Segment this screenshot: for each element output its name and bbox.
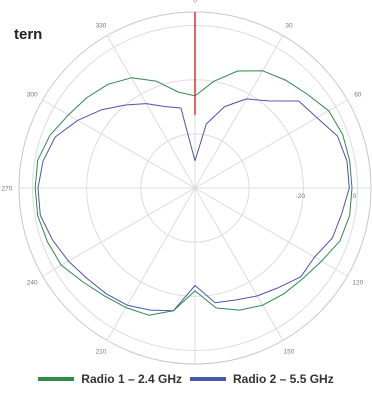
radial-tick-label: -20 [296,193,306,200]
spoke-line [194,187,284,341]
spoke-line [106,35,196,189]
angle-tick-label: 240 [27,280,38,287]
legend-label-radio-2: Radio 2 – 5.5 GHz [233,372,334,386]
spoke-line [106,187,196,341]
spoke-line [42,187,196,277]
legend-swatch-radio-1 [38,377,75,381]
spoke-line [42,99,196,189]
legend-item-radio-2: Radio 2 – 5.5 GHz [190,372,334,386]
radial-tick-label: 0 [353,193,357,200]
angle-tick-label: 150 [284,348,295,355]
legend-label-radio-1: Radio 1 – 2.4 GHz [81,372,182,386]
spoke-line [194,35,284,189]
chart-title: tern [14,26,43,43]
angle-tick-label: 0 [193,0,197,5]
spoke-line [194,99,348,189]
legend: Radio 1 – 2.4 GHz Radio 2 – 5.5 GHz [0,372,372,386]
angle-tick-label: 60 [354,92,362,99]
angle-tick-label: 330 [96,23,107,30]
legend-swatch-radio-2 [190,377,226,381]
angle-tick-label: 120 [352,280,363,287]
angle-tick-label: 270 [2,186,13,193]
angle-tick-label: 300 [27,92,38,99]
series-line-1 [34,70,353,316]
series-line-2 [37,98,350,312]
angle-tick-label: 210 [96,348,107,355]
spoke-line [194,187,348,277]
angle-tick-label: 30 [285,23,293,30]
polar-chart: 0306090120150180210240270300330-200 [2,0,372,365]
legend-item-radio-1: Radio 1 – 2.4 GHz [38,372,182,386]
